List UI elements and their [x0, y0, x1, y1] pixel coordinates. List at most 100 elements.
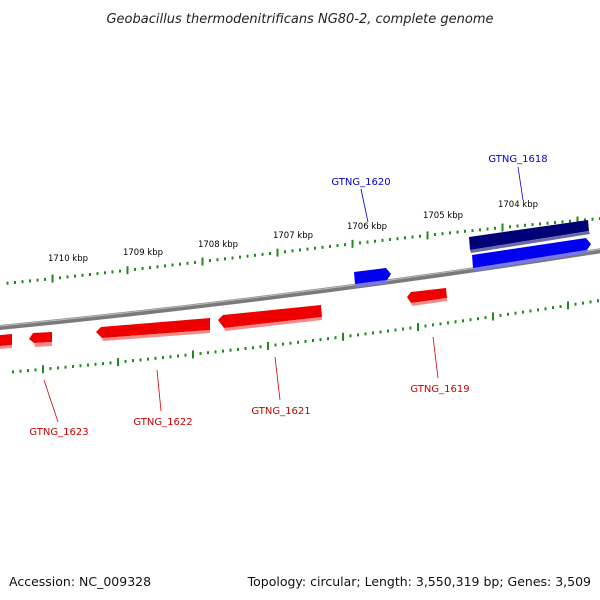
gene-arrow-gtng-1618[interactable]	[469, 220, 589, 250]
minor-tick	[486, 227, 489, 231]
minor-tick	[344, 243, 346, 247]
minor-tick	[6, 281, 9, 285]
minor-tick	[222, 349, 224, 353]
minor-tick	[499, 313, 502, 317]
minor-tick	[552, 306, 554, 310]
minor-tick	[156, 265, 159, 269]
minor-tick	[147, 357, 149, 361]
major-tick	[126, 266, 129, 275]
minor-tick	[102, 362, 104, 366]
footer-summary: Topology: circular; Length: 3,550,319 bp…	[247, 574, 591, 589]
minor-tick	[349, 334, 352, 338]
minor-tick	[169, 355, 172, 359]
minor-tick	[87, 363, 89, 367]
gene-arrow-gtng-1623[interactable]	[29, 332, 52, 343]
gene-label-gtng-1621[interactable]: GTNG_1621	[251, 406, 310, 417]
gene-label-gtng-1618[interactable]: GTNG_1618	[488, 154, 547, 165]
gene-label-gtng-1620[interactable]: GTNG_1620	[331, 177, 390, 188]
minor-tick	[104, 271, 106, 275]
minor-tick	[244, 347, 247, 350]
minor-tick	[479, 228, 481, 232]
scale-label-1710: 1710 kbp	[48, 254, 88, 264]
minor-tick	[591, 217, 594, 221]
gene-arrow-gtng-1619[interactable]	[407, 288, 447, 303]
major-tick	[576, 216, 579, 225]
minor-tick	[171, 263, 174, 267]
minor-tick	[139, 358, 142, 362]
gene-label-gtng-1622[interactable]: GTNG_1622	[133, 417, 192, 428]
minor-tick	[134, 267, 136, 271]
minor-tick	[207, 351, 209, 355]
minor-tick	[544, 307, 547, 311]
minor-tick	[109, 361, 112, 365]
major-tick	[117, 358, 119, 367]
gene-arrow-gtng-1620[interactable]	[354, 268, 391, 284]
minor-tick	[64, 365, 67, 369]
minor-tick	[252, 346, 254, 350]
minor-tick	[21, 280, 24, 284]
minor-tick	[574, 302, 577, 306]
minor-tick	[274, 343, 277, 347]
minor-tick	[334, 336, 337, 340]
minor-tick	[314, 246, 316, 250]
callout-line-gtng-1618	[517, 166, 524, 201]
minor-tick	[514, 311, 517, 315]
minor-tick	[12, 370, 14, 374]
minor-tick	[589, 300, 592, 304]
minor-tick	[524, 223, 526, 227]
minor-tick	[186, 261, 189, 265]
gene-arrow-forward-a[interactable]	[472, 238, 591, 268]
gene-arrow-gtng-1622-shadow	[102, 330, 210, 341]
minor-tick	[456, 230, 459, 234]
inner-tick-ring	[12, 299, 599, 374]
minor-tick	[494, 226, 496, 230]
minor-tick	[312, 339, 314, 342]
gene-arrow-gtng-1621[interactable]	[218, 305, 322, 328]
scale-label-1708: 1708 kbp	[198, 240, 238, 250]
minor-tick	[209, 259, 211, 263]
minor-tick	[19, 369, 22, 373]
minor-tick	[469, 318, 472, 322]
minor-tick	[554, 221, 556, 224]
minor-tick	[462, 319, 464, 323]
minor-tick	[327, 337, 329, 341]
minor-tick	[484, 316, 487, 320]
major-tick	[51, 274, 54, 283]
minor-tick	[72, 365, 74, 368]
minor-tick	[184, 353, 187, 357]
minor-tick	[366, 240, 369, 244]
major-tick	[417, 323, 419, 331]
minor-tick	[89, 273, 91, 276]
minor-tick	[177, 354, 179, 358]
minor-tick	[319, 338, 322, 342]
gene-label-gtng-1623[interactable]: GTNG_1623	[29, 427, 88, 438]
scale-label-1704: 1704 kbp	[498, 200, 538, 210]
gene-label-gtng-1619[interactable]: GTNG_1619	[410, 384, 469, 395]
minor-tick	[537, 308, 539, 312]
gene-arrow-edge[interactable]	[0, 334, 12, 346]
major-tick	[567, 301, 569, 310]
major-tick	[192, 350, 194, 359]
minor-tick	[291, 249, 294, 253]
scale-label-1709: 1709 kbp	[123, 248, 163, 258]
minor-tick	[164, 264, 166, 268]
gene-arrow-gtng-1622[interactable]	[96, 318, 210, 338]
minor-tick	[372, 331, 374, 335]
minor-tick	[36, 278, 39, 282]
minor-tick	[304, 339, 307, 343]
minor-tick	[162, 356, 164, 360]
minor-tick	[269, 252, 271, 255]
minor-tick	[229, 348, 232, 352]
minor-tick	[471, 229, 474, 233]
minor-tick	[394, 328, 397, 332]
callout-line-gtng-1623	[43, 379, 59, 423]
callout-line-gtng-1620	[360, 188, 369, 223]
minor-tick	[34, 368, 37, 372]
minor-tick	[199, 352, 202, 355]
minor-tick	[194, 260, 196, 264]
minor-tick	[179, 262, 181, 266]
minor-tick	[214, 350, 217, 354]
scale-label-1705: 1705 kbp	[423, 211, 463, 221]
footer-accession: Accession: NC_009328	[9, 574, 151, 589]
